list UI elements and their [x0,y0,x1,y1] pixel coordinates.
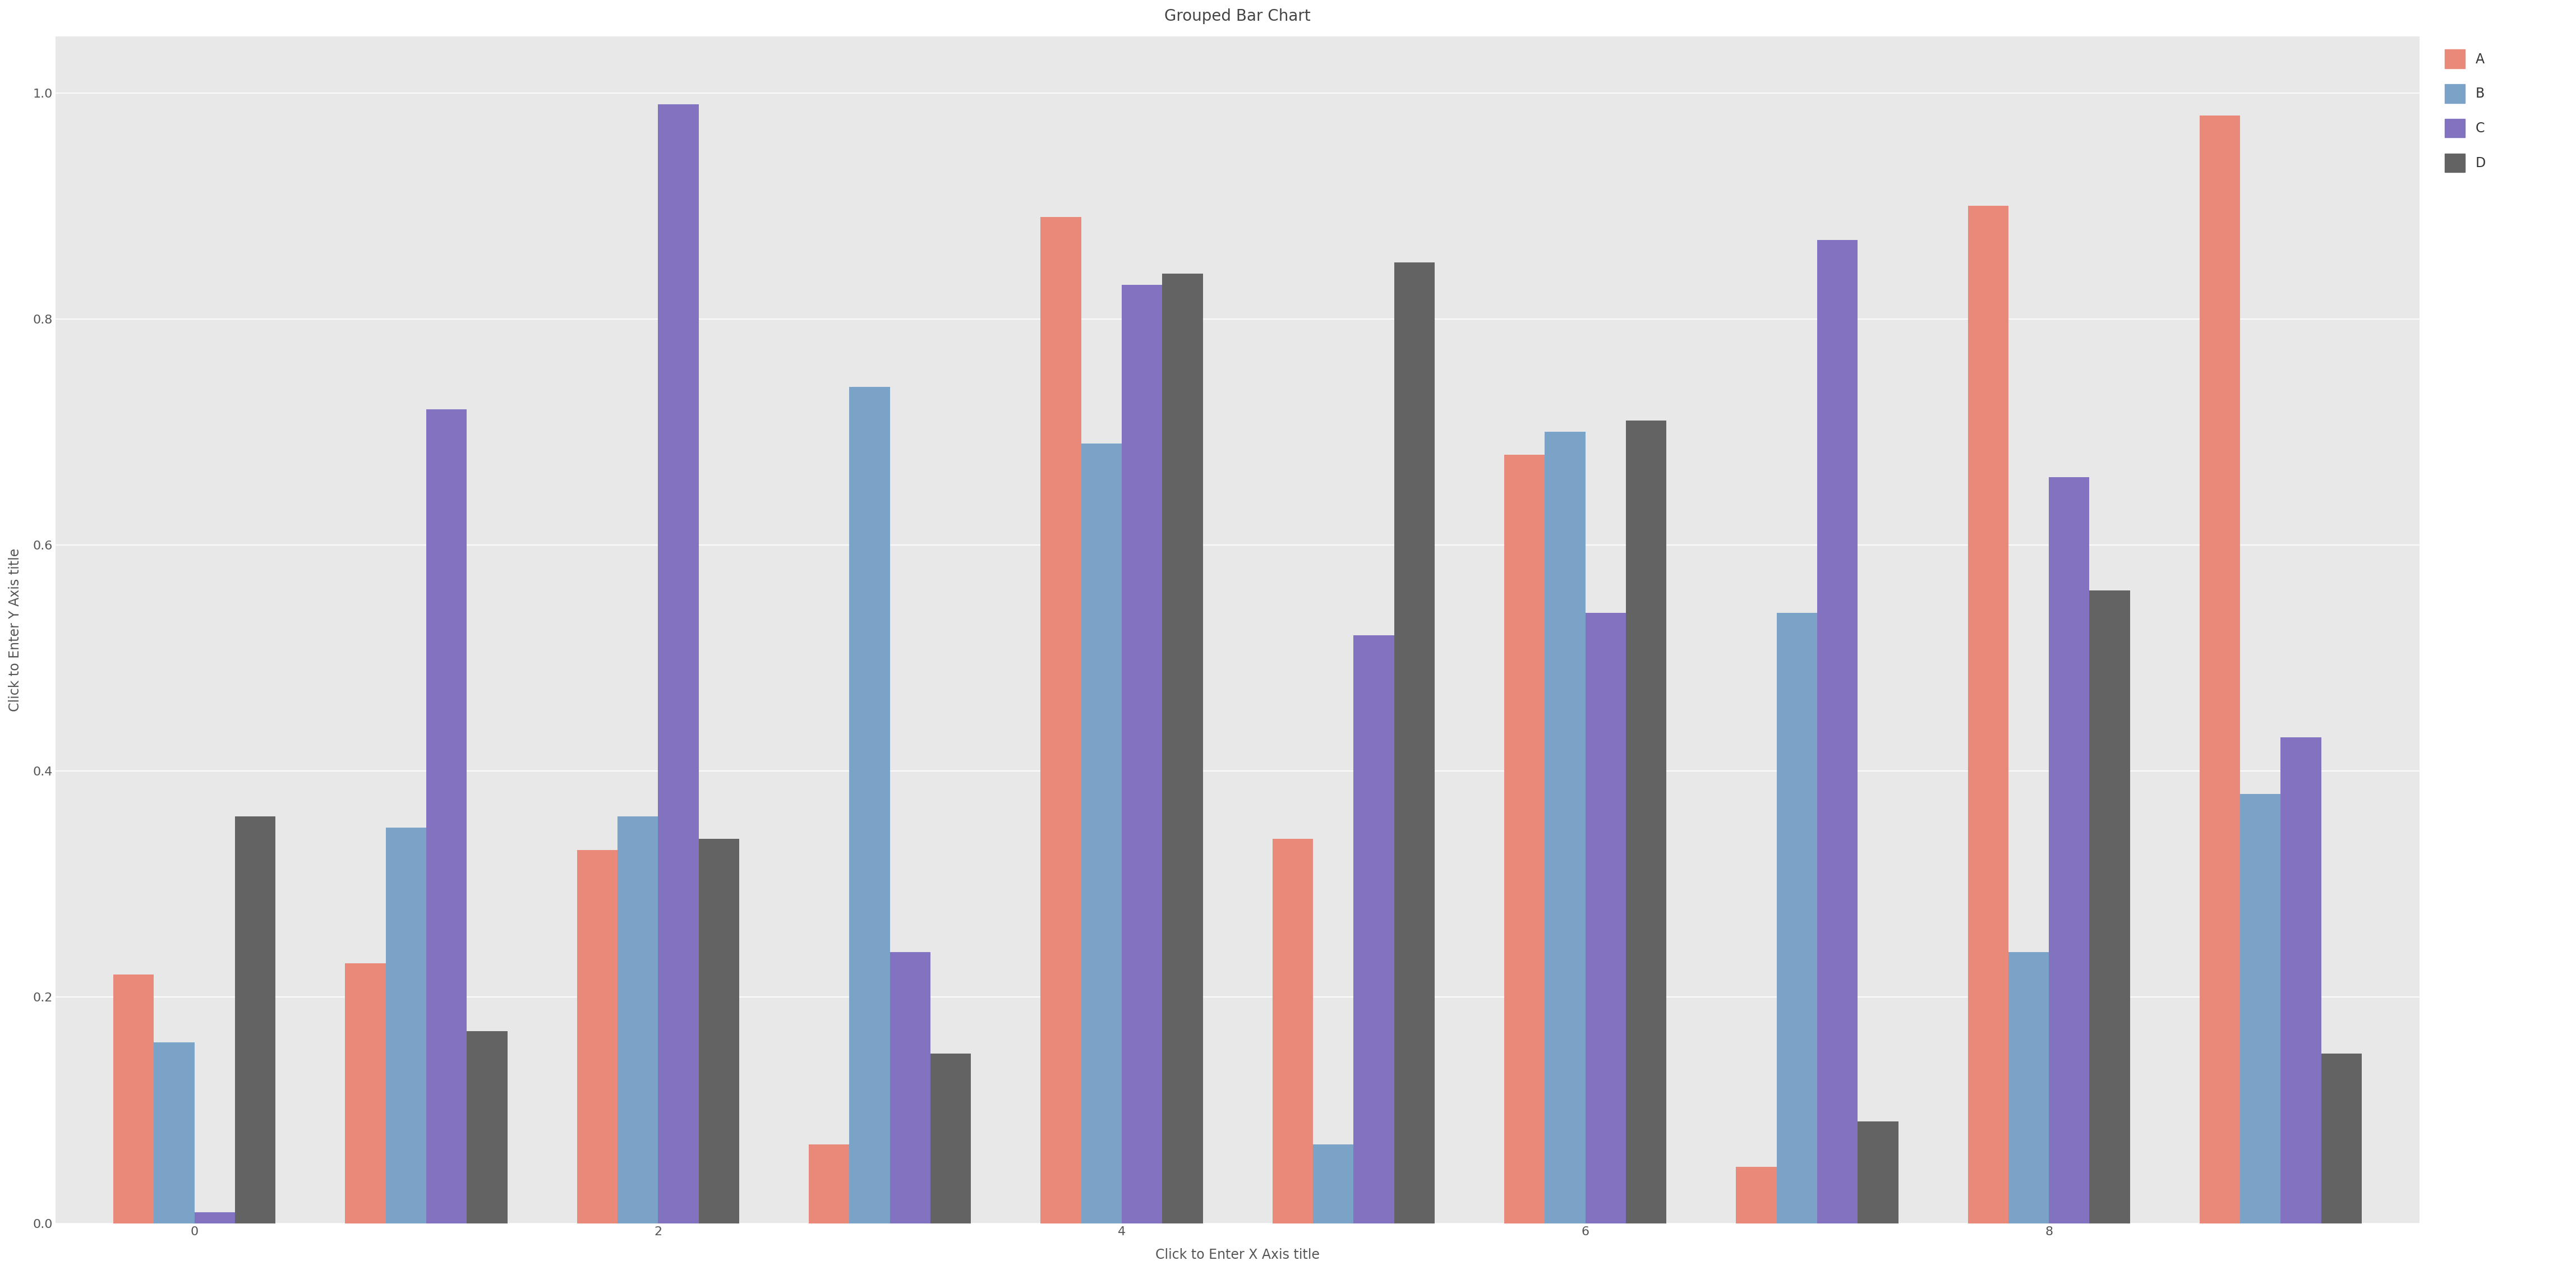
Bar [1777,613,1816,1223]
Bar [2009,952,2048,1223]
Bar [930,1054,971,1223]
Bar [2241,794,2280,1223]
Bar [466,1031,507,1223]
Bar [618,817,657,1223]
Bar [1736,1167,1777,1223]
Bar [2280,737,2321,1223]
Bar [1968,206,2009,1223]
Y-axis label: Click to Enter Y Axis title: Click to Enter Y Axis title [8,549,21,711]
Bar [1625,420,1667,1223]
Bar [1816,240,1857,1223]
Bar [698,839,739,1223]
Bar [345,963,386,1223]
X-axis label: Click to Enter X Axis title: Click to Enter X Axis title [1157,1248,1319,1261]
Bar [234,817,276,1223]
Bar [1352,635,1394,1223]
Bar [1546,432,1584,1223]
Bar [850,387,889,1223]
Bar [113,974,155,1223]
Bar [425,409,466,1223]
Bar [2321,1054,2362,1223]
Bar [2089,591,2130,1223]
Bar [2048,478,2089,1223]
Bar [1584,613,1625,1223]
Bar [1504,455,1546,1223]
Bar [196,1212,234,1223]
Bar [577,850,618,1223]
Bar [657,104,698,1223]
Bar [1314,1144,1352,1223]
Bar [889,952,930,1223]
Bar [2200,116,2241,1223]
Legend: A, B, C, D: A, B, C, D [2439,43,2491,179]
Bar [1082,443,1121,1223]
Bar [1162,274,1203,1223]
Bar [1121,284,1162,1223]
Bar [386,828,425,1223]
Title: Grouped Bar Chart: Grouped Bar Chart [1164,9,1311,24]
Bar [1394,263,1435,1223]
Bar [155,1043,196,1223]
Bar [809,1144,850,1223]
Bar [1857,1121,1899,1223]
Bar [1041,217,1082,1223]
Bar [1273,839,1314,1223]
